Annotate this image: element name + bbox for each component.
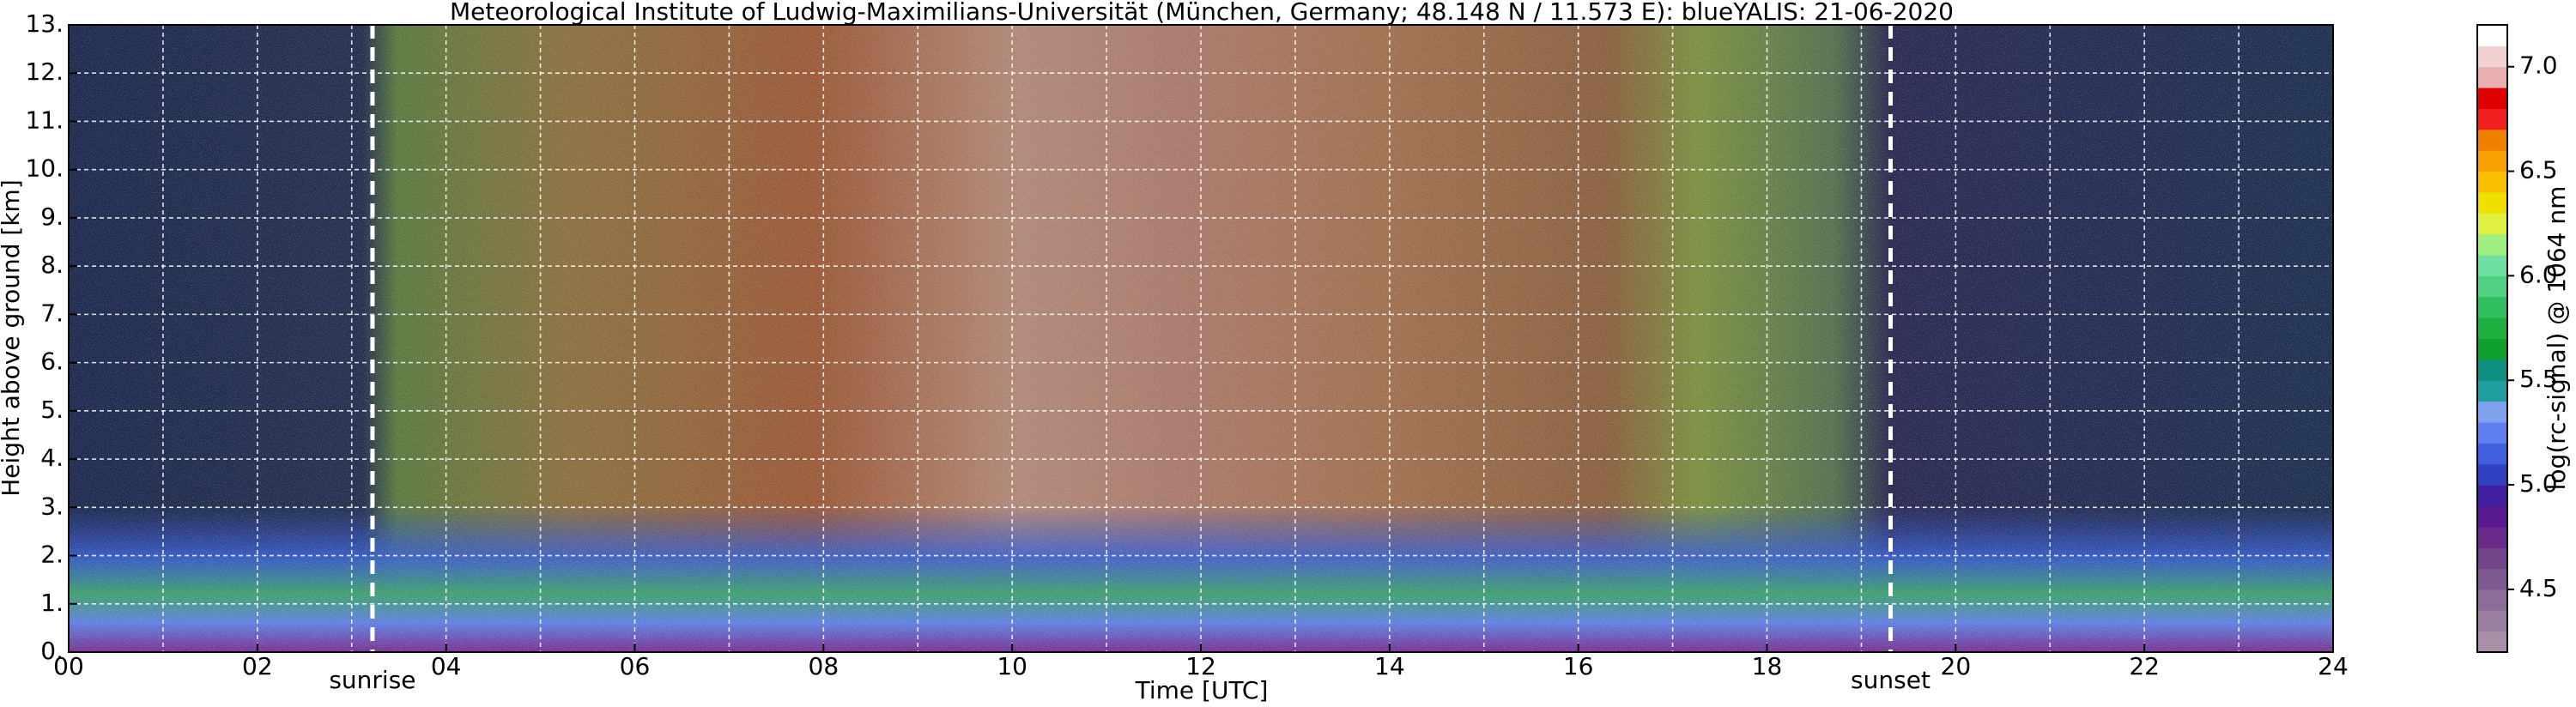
colorbar-swatch [2477,505,2507,528]
colorbar-swatch [2477,547,2507,570]
x-tick-label: 14 [1374,652,1405,680]
y-tick-label: 2. [40,541,64,569]
x-tick-label: 16 [1563,652,1594,680]
x-axis-label: Time [UTC] [1135,676,1269,704]
x-tick-label: 20 [1941,652,1972,680]
y-tick-label: 7. [40,299,64,327]
colorbar-swatch [2477,66,2507,88]
colorbar-swatch [2477,359,2507,381]
y-tick-label: 3. [40,492,64,520]
colorbar-tick-label: 4.5 [2519,574,2558,602]
colorbar-tick-label: 5.5 [2519,365,2558,393]
colorbar-swatch [2477,589,2507,611]
colorbar-swatch [2477,171,2507,193]
x-tick-label: 10 [997,652,1027,680]
plot-frame [68,24,2334,653]
chart-title: Meteorological Institute of Ludwig-Maxim… [450,0,1954,26]
y-tick-label: 0. [40,637,64,665]
colorbar-swatch [2477,88,2507,109]
colorbar-label: log(rc-signal) @ 1064 nm [2543,186,2571,491]
colorbar-swatch [2477,213,2507,235]
x-tick-label: 12 [1185,652,1216,680]
x-tick-label: 22 [2129,652,2160,680]
colorbar-swatch [2477,421,2507,444]
colorbar-swatch [2477,191,2507,214]
y-tick-label: 6. [40,347,64,376]
colorbar-swatch [2477,485,2507,506]
y-tick-label: 5. [40,396,64,424]
colorbar-swatch [2477,25,2507,46]
colorbar-swatch [2477,610,2507,632]
colorbar-swatch [2477,443,2507,465]
y-tick-label: 1. [40,589,64,617]
colorbar-swatch [2477,255,2507,276]
colorbar-tick-label: 7.0 [2519,51,2558,80]
y-tick-label: 11. [25,106,64,134]
colorbar-tick-label: 6.0 [2519,260,2558,288]
colorbar-swatch [2477,233,2507,256]
x-tick-label: 06 [620,652,651,680]
x-tick-label: 24 [2318,652,2349,680]
colorbar-tick-label: 5.0 [2519,469,2558,498]
x-tick-label: 00 [53,652,84,680]
colorbar-frame [2476,24,2508,653]
y-tick-label: 10. [25,154,64,183]
colorbar-swatch [2477,108,2507,130]
colorbar-swatch [2477,317,2507,339]
y-tick-label: 12. [25,57,64,86]
axes: 00 02 04 06 08 10 12 14 16 18 20 22 24 0. 1. 2. 3. 4. 5. 6.… [25,9,2557,694]
colorbar-swatch [2477,631,2507,653]
colorbar-swatch [2477,463,2507,486]
colorbar-swatch [2477,380,2507,402]
marker-label: sunrise [329,666,415,694]
y-tick-label: 13. [25,9,64,38]
colorbar-swatch [2477,296,2507,318]
y-tick-label: 4. [40,444,64,472]
colorbar-swatch [2477,338,2507,360]
colorbar-swatch [2477,45,2507,68]
colorbar-swatch [2477,275,2507,298]
colorbar-swatch [2477,568,2507,590]
x-tick-label: 02 [242,652,273,680]
y-axis-label: Height above ground [km] [0,179,25,497]
x-tick-label: 08 [809,652,839,680]
x-tick-label: 18 [1752,652,1783,680]
colorbar-swatch [2477,129,2507,151]
colorbar-swatch [2477,150,2507,172]
colorbar-swatch [2477,526,2507,548]
colorbar-tick-label: 6.5 [2519,156,2558,184]
y-tick-label: 9. [40,202,64,231]
x-tick-label: 04 [431,652,462,680]
marker-label: sunset [1851,666,1930,694]
y-tick-label: 8. [40,251,64,279]
colorbar-swatch [2477,401,2507,423]
